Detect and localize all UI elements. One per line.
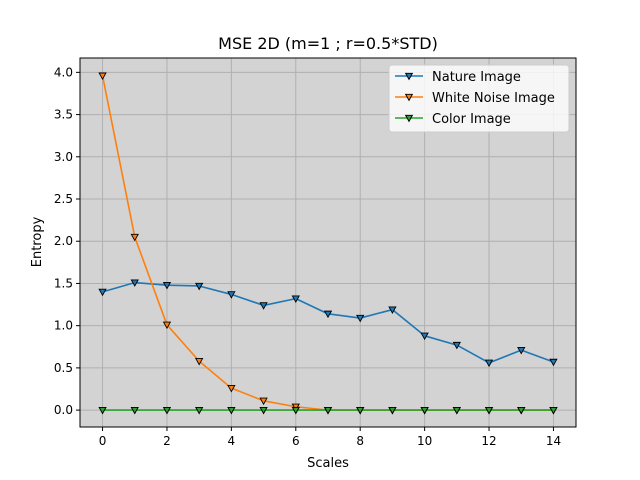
y-tick-label: 2.5 bbox=[54, 192, 73, 206]
legend-label-1: White Noise Image bbox=[432, 91, 555, 106]
data-point bbox=[259, 397, 268, 406]
legend-marker-2 bbox=[404, 114, 414, 123]
data-point bbox=[484, 406, 494, 415]
x-axis: 0 2 4 6 8 10 12 14 bbox=[99, 427, 561, 448]
data-point bbox=[98, 406, 107, 415]
data-point bbox=[130, 279, 139, 287]
y-tick-label: 0.5 bbox=[54, 361, 73, 375]
data-point bbox=[195, 406, 204, 415]
x-tick-label: 6 bbox=[292, 434, 300, 448]
data-point bbox=[195, 357, 204, 366]
y-tick-label: 1.0 bbox=[54, 319, 73, 333]
y-axis: 0.0 0.5 1.0 1.5 2.0 2.5 3.0 3.5 4.0 bbox=[54, 65, 80, 417]
x-tick-label: 8 bbox=[356, 434, 364, 448]
data-point bbox=[162, 281, 172, 290]
data-point bbox=[162, 321, 172, 330]
data-point bbox=[517, 346, 526, 355]
data-point bbox=[162, 406, 172, 415]
data-point bbox=[259, 406, 268, 415]
data-point bbox=[388, 406, 397, 415]
data-point bbox=[420, 332, 429, 341]
y-tick-label: 1.5 bbox=[54, 276, 73, 290]
legend-marker-1 bbox=[404, 93, 414, 102]
x-tick-label: 4 bbox=[228, 434, 236, 448]
data-point bbox=[227, 406, 236, 415]
data-point bbox=[130, 233, 139, 242]
x-tick-label: 12 bbox=[481, 434, 496, 448]
legend-box bbox=[388, 64, 570, 133]
plot-frame bbox=[79, 57, 577, 428]
data-point bbox=[420, 406, 429, 415]
legend-marker-0 bbox=[404, 72, 414, 81]
data-point bbox=[356, 406, 365, 415]
y-axis-label: Entropy bbox=[30, 216, 45, 267]
data-point bbox=[484, 359, 494, 368]
x-tick-label: 2 bbox=[163, 434, 171, 448]
data-point bbox=[517, 406, 526, 415]
legend-label-2: Color Image bbox=[432, 112, 511, 127]
data-point bbox=[227, 384, 236, 393]
data-point bbox=[549, 406, 558, 415]
x-tick-label: 10 bbox=[417, 434, 432, 448]
data-point bbox=[323, 310, 333, 319]
data-point bbox=[259, 302, 268, 310]
data-point bbox=[227, 291, 236, 299]
x-tick-label: 14 bbox=[546, 434, 561, 448]
data-point bbox=[323, 406, 333, 415]
y-tick-label: 3.5 bbox=[54, 108, 73, 122]
legend: Nature Image White Noise Image Color Image bbox=[388, 64, 570, 133]
series-markers bbox=[98, 72, 558, 415]
data-point bbox=[388, 306, 397, 314]
legend-label-0: Nature Image bbox=[432, 70, 521, 85]
data-point bbox=[356, 314, 365, 323]
x-tick-label: 0 bbox=[99, 434, 107, 448]
data-point bbox=[291, 406, 300, 415]
data-point bbox=[98, 72, 107, 81]
y-tick-label: 0.0 bbox=[54, 403, 73, 417]
x-axis-label: Scales bbox=[307, 456, 349, 471]
data-point bbox=[549, 358, 558, 367]
data-point bbox=[452, 406, 461, 415]
y-tick-label: 4.0 bbox=[54, 65, 73, 79]
data-point bbox=[195, 282, 204, 291]
y-tick-label: 2.0 bbox=[54, 234, 73, 248]
chart-title: MSE 2D (m=1 ; r=0.5*STD) bbox=[218, 34, 438, 53]
data-point bbox=[130, 406, 139, 415]
data-point bbox=[452, 341, 461, 350]
y-tick-label: 3.0 bbox=[54, 150, 73, 164]
data-point bbox=[98, 288, 107, 297]
data-point bbox=[291, 295, 300, 303]
